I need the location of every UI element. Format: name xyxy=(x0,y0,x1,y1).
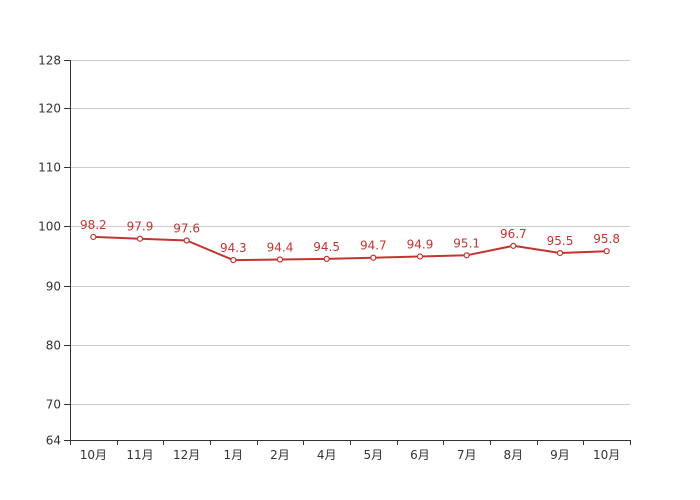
data-label: 98.2 xyxy=(80,218,107,232)
x-axis-ticks: 10月 11月 12月 1月 2月 4月 5月 6月 7月 8月 9月 10月 xyxy=(70,440,631,462)
data-label: 94.9 xyxy=(407,238,434,252)
y-tick-label: 80 xyxy=(46,339,61,353)
y-tick-label: 70 xyxy=(46,398,61,412)
data-label: 97.6 xyxy=(173,222,200,236)
data-label: 97.9 xyxy=(127,220,154,234)
data-point xyxy=(463,252,470,259)
x-tick-label: 1月 xyxy=(224,448,244,462)
data-point xyxy=(90,233,97,241)
x-tick-label: 9月 xyxy=(550,448,570,462)
data-point xyxy=(276,256,284,263)
data-label: 94.5 xyxy=(313,240,340,254)
x-tick-label: 5月 xyxy=(364,448,384,462)
data-label: 94.7 xyxy=(360,239,387,253)
x-tick-label: 11月 xyxy=(126,448,153,462)
y-tick-label: 90 xyxy=(46,280,61,294)
data-label: 96.7 xyxy=(500,227,527,241)
data-label: 94.3 xyxy=(220,241,247,255)
data-point xyxy=(183,237,190,244)
y-axis-ticks: 64 70 80 90 100 110 120 128 xyxy=(38,54,70,448)
x-tick-label: 7月 xyxy=(457,448,477,462)
x-tick-label: 10月 xyxy=(80,448,107,462)
data-point xyxy=(556,249,564,257)
series-line xyxy=(93,235,607,262)
series-points xyxy=(90,233,610,264)
x-tick-label: 2月 xyxy=(270,448,290,462)
y-tick-label: 110 xyxy=(38,161,61,175)
data-point xyxy=(323,255,330,263)
grid-lines xyxy=(70,60,630,405)
data-point xyxy=(416,253,424,260)
data-label: 94.4 xyxy=(267,241,294,255)
x-tick-label: 12月 xyxy=(173,448,200,462)
x-tick-label: 10月 xyxy=(593,448,620,462)
data-point xyxy=(510,242,517,249)
data-label: 95.5 xyxy=(547,234,574,248)
x-tick-label: 6月 xyxy=(410,448,430,462)
data-point xyxy=(370,254,377,261)
data-label: 95.8 xyxy=(593,232,620,246)
x-tick-label: 8月 xyxy=(504,448,524,462)
data-point xyxy=(136,235,144,242)
x-tick-label: 4月 xyxy=(317,448,337,462)
y-tick-label: 64 xyxy=(46,434,61,448)
series-line-group xyxy=(93,235,607,262)
y-tick-label: 128 xyxy=(38,54,61,68)
data-label: 95.1 xyxy=(453,236,480,250)
data-labels: 98.2 97.9 97.6 94.3 94.4 94.5 94.7 94.9 95.1 96.7… xyxy=(80,218,620,255)
data-point xyxy=(230,256,237,264)
data-point xyxy=(603,248,610,255)
y-tick-label: 100 xyxy=(38,220,61,234)
y-tick-label: 120 xyxy=(38,102,61,116)
